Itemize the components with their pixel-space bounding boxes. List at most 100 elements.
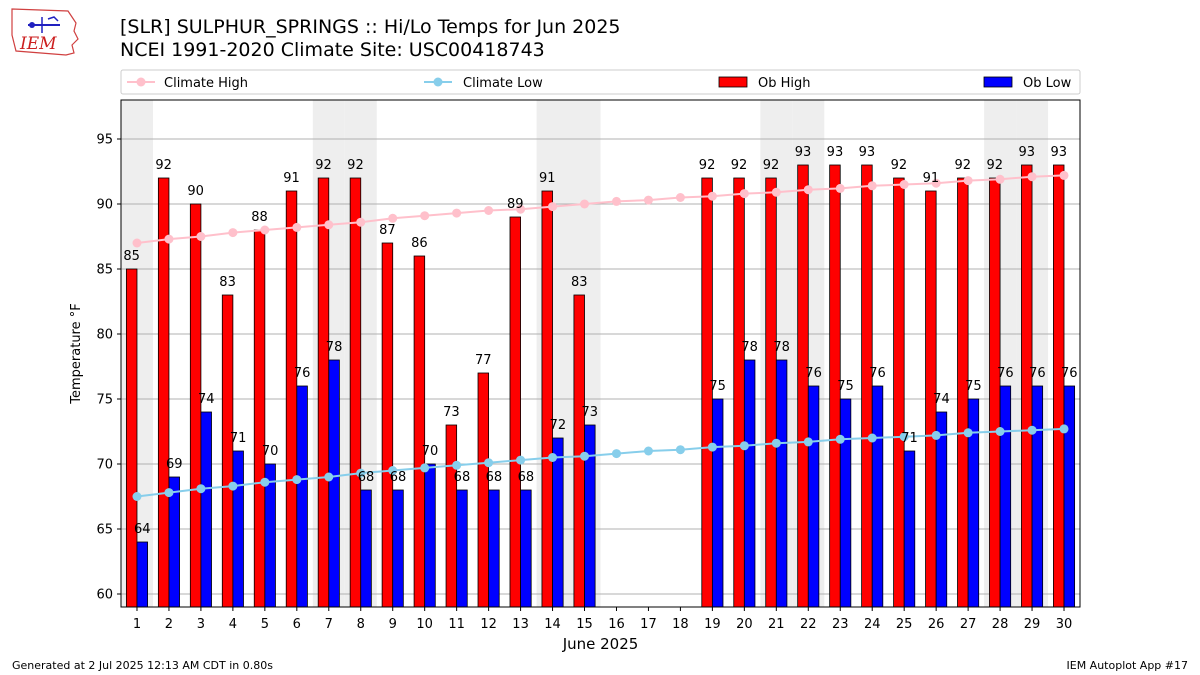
ob-low-bar [424,463,436,608]
ob-high-bar [413,255,426,608]
x-tick-label: 22 [800,617,817,632]
ob-high-label: 92 [731,158,748,173]
svg-text:IEM: IEM [19,34,57,54]
ob-high-bar [541,190,553,608]
climate-low-point [580,451,590,461]
ob-low-bar [903,450,916,608]
climate-low-point [643,446,653,456]
ob-high-bar [125,268,138,608]
ob-high-label: 93 [1050,145,1067,160]
climate-high-point [867,181,877,191]
x-tick-label: 16 [608,617,625,632]
x-tick-label: 28 [992,617,1009,632]
ob-high-bar [733,177,745,608]
ob-high-bar [381,242,394,608]
climate-high-point [580,199,590,209]
y-tick-label: 80 [96,328,113,343]
x-tick-label: 15 [576,617,593,632]
climate-low-point [324,472,334,482]
ob-low-label: 68 [454,470,471,485]
ob-high-label: 93 [1018,145,1035,160]
ob-high-bar [1021,164,1033,608]
climate-low-point [164,488,174,498]
x-tick-label: 13 [512,617,529,632]
climate-low-point [675,445,685,455]
ob-high-label: 73 [443,405,460,420]
climate-high-line [136,174,1065,244]
chart-title-block: [SLR] SULPHUR_SPRINGS :: Hi/Lo Temps for… [120,16,621,62]
climate-low-point [707,442,717,452]
climate-low-point [452,460,462,470]
ob-low-label: 76 [1061,366,1078,381]
climate-high-point [707,191,717,201]
ob-high-label: 87 [379,223,396,238]
ob-high-label: 92 [955,158,972,173]
ob-low-bar [520,489,532,608]
ob-high-label: 91 [539,171,556,186]
ob-low-label: 64 [134,522,151,537]
climate-high-point [1059,170,1069,180]
ob-low-label: 76 [294,366,311,381]
climate-low-point [771,438,781,448]
ob-high-label: 83 [571,275,588,290]
ob-low-bar [136,541,148,608]
ob-high-label: 92 [987,158,1004,173]
ob-low-label: 78 [326,340,343,355]
x-tick-label: 20 [736,617,753,632]
x-tick-label: 14 [544,617,561,632]
climate-high-point [803,185,813,195]
ob-low-label: 76 [1029,366,1046,381]
x-tick-label: 30 [1056,617,1073,632]
climate-low-point [1059,424,1069,434]
ob-low-bar [392,489,404,608]
ob-high-label: 77 [475,353,492,368]
climate-high-point [548,202,558,212]
ob-low-label: 72 [550,418,567,433]
legend-ob-high-swatch [718,76,748,88]
ob-high-label: 90 [187,184,204,199]
ob-low-bar [807,385,820,608]
x-tick-label: 4 [229,617,237,632]
climate-high-point [643,195,653,205]
climate-high-point [324,220,334,230]
ob-low-label: 78 [773,340,790,355]
climate-low-point [1027,425,1037,435]
x-tick-label: 10 [416,617,433,632]
x-tick-label: 17 [640,617,657,632]
ob-high-bar [797,164,809,608]
x-tick-label: 1 [133,617,141,632]
ob-high-label: 88 [251,210,268,225]
ob-low-label: 70 [262,444,279,459]
x-tick-label: 19 [704,617,721,632]
legend-ob-low-swatch [983,76,1013,88]
ob-low-bar [775,359,788,608]
ob-low-label: 74 [933,392,950,407]
ob-high-label: 92 [315,158,332,173]
ob-high-bar [573,294,585,608]
y-tick-label: 95 [96,133,113,148]
ob-high-label: 92 [155,158,172,173]
ob-high-label: 93 [827,145,844,160]
x-tick-label: 11 [448,617,465,632]
climate-low-point [260,477,270,487]
x-tick-label: 25 [896,617,913,632]
plot-frame [120,99,1081,608]
ob-low-bar [552,437,564,608]
y-tick-label: 70 [96,458,113,473]
x-tick-label: 7 [325,617,333,632]
ob-low-bar [871,385,884,608]
climate-high-point [516,204,526,214]
ob-low-bar [743,359,756,608]
climate-high-point [452,208,462,218]
legend-ob-low-label: Ob Low [1023,76,1072,91]
x-tick-label: 24 [864,617,881,632]
climate-high-point [771,187,781,197]
ob-high-bar [893,177,905,608]
ob-high-bar [477,372,490,608]
ob-low-label: 71 [901,431,918,446]
ob-low-label: 71 [230,431,247,446]
climate-high-point [739,189,749,199]
x-tick-label: 5 [261,617,269,632]
ob-high-bar [445,424,458,608]
